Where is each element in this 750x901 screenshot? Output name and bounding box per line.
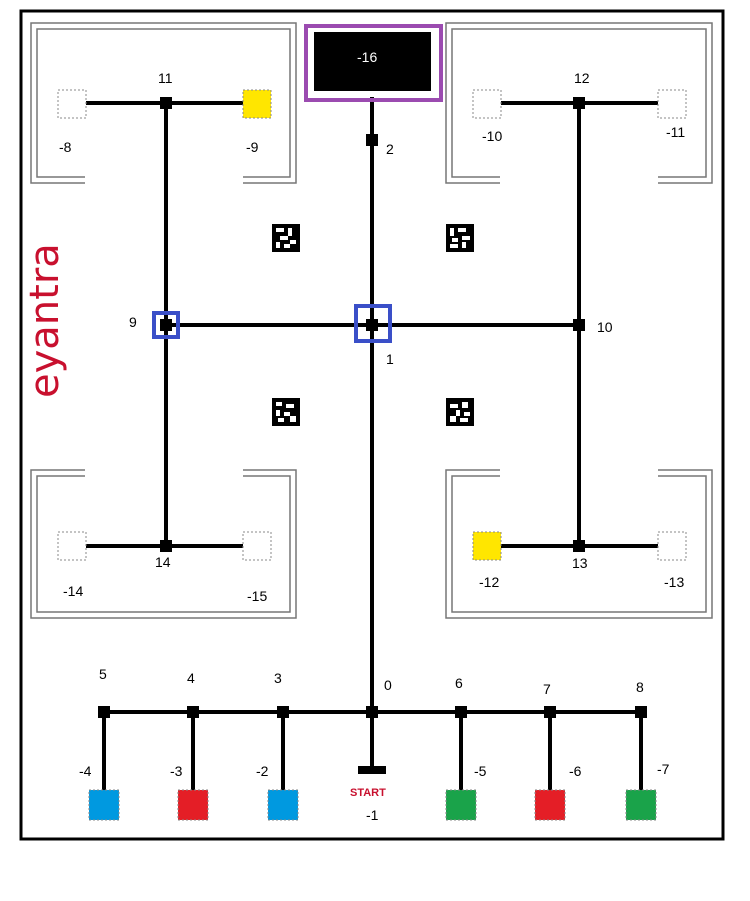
node-10 bbox=[573, 319, 585, 331]
node-14 bbox=[160, 540, 172, 552]
node-label-6: 6 bbox=[455, 675, 463, 691]
cell--14 bbox=[57, 531, 87, 561]
cell-label--9: -9 bbox=[246, 139, 259, 155]
node-label-14: 14 bbox=[155, 554, 171, 570]
cell--4 bbox=[88, 789, 120, 821]
aruco-marker bbox=[446, 398, 474, 426]
target-highlight bbox=[304, 24, 443, 102]
aruco-marker bbox=[446, 224, 474, 252]
cell--5 bbox=[445, 789, 477, 821]
cell-label--15: -15 bbox=[247, 588, 267, 604]
node-label-13: 13 bbox=[572, 555, 588, 571]
node-9-highlight bbox=[152, 311, 180, 339]
cells bbox=[57, 89, 687, 821]
cell-label--2: -2 bbox=[256, 763, 269, 779]
node-2 bbox=[366, 134, 378, 146]
cell-labels: -1 -2 -3 -4 -5 -6 -7 -8 -9 -10 -11 -12 -… bbox=[59, 49, 685, 823]
cell--8 bbox=[57, 89, 87, 119]
aruco-marker bbox=[272, 224, 300, 252]
zone-outlines bbox=[30, 22, 713, 619]
node-8 bbox=[635, 706, 647, 718]
cell--12 bbox=[472, 531, 502, 561]
start-label: START bbox=[350, 787, 386, 799]
cell--11 bbox=[657, 89, 687, 119]
node-13 bbox=[573, 540, 585, 552]
node-4 bbox=[187, 706, 199, 718]
node-label-8: 8 bbox=[636, 679, 644, 695]
node-label-10: 10 bbox=[597, 319, 613, 335]
cell--9 bbox=[242, 89, 272, 119]
aruco-marker bbox=[272, 398, 300, 426]
node-1 bbox=[366, 319, 378, 331]
node-label-9: 9 bbox=[129, 314, 137, 330]
node-labels: 0 1 2 3 4 5 6 7 8 9 10 11 12 13 14 bbox=[99, 70, 644, 697]
zone-bottom-left bbox=[30, 469, 297, 619]
cell-label--7: -7 bbox=[657, 761, 670, 777]
node-label-1: 1 bbox=[386, 351, 394, 367]
node-label-4: 4 bbox=[187, 670, 195, 686]
cell-label--5: -5 bbox=[474, 763, 487, 779]
node-label-12: 12 bbox=[574, 70, 590, 86]
node-label-7: 7 bbox=[543, 681, 551, 697]
aruco-markers bbox=[272, 224, 474, 426]
cell--7 bbox=[625, 789, 657, 821]
node-label-3: 3 bbox=[274, 670, 282, 686]
node-label-2: 2 bbox=[386, 141, 394, 157]
cell-label--11: -11 bbox=[666, 124, 685, 140]
cell--15 bbox=[242, 531, 272, 561]
zone-bottom-right bbox=[445, 469, 713, 619]
cell-label--14: -14 bbox=[63, 583, 83, 599]
zone-top-right bbox=[445, 22, 713, 184]
cell-label--4: -4 bbox=[79, 763, 92, 779]
cell--13 bbox=[657, 531, 687, 561]
cell--2 bbox=[267, 789, 299, 821]
node-6 bbox=[455, 706, 467, 718]
cell--10 bbox=[472, 89, 502, 119]
node-12 bbox=[573, 97, 585, 109]
cell-label--8: -8 bbox=[59, 139, 72, 155]
cell-label--1: -1 bbox=[366, 807, 379, 823]
node-5 bbox=[98, 706, 110, 718]
node-label-0: 0 bbox=[384, 677, 392, 693]
node-label-11: 11 bbox=[158, 70, 173, 86]
eyantra-logo: eyantra bbox=[22, 243, 68, 398]
cell-label--12: -12 bbox=[479, 574, 499, 590]
node-markers bbox=[98, 97, 647, 718]
cell-label--10: -10 bbox=[482, 128, 502, 144]
cell-label--3: -3 bbox=[170, 763, 183, 779]
node-9 bbox=[160, 319, 172, 331]
start-bar bbox=[358, 766, 386, 774]
cell--16 bbox=[314, 32, 431, 91]
cell--3 bbox=[177, 789, 209, 821]
cell-label--16: -16 bbox=[357, 49, 377, 65]
node-label-5: 5 bbox=[99, 666, 107, 682]
zone-top-left bbox=[30, 22, 297, 184]
node-7 bbox=[544, 706, 556, 718]
node-3 bbox=[277, 706, 289, 718]
node-0 bbox=[366, 706, 378, 718]
node-1-highlight bbox=[354, 304, 392, 343]
cell-label--13: -13 bbox=[664, 574, 684, 590]
cell--6 bbox=[534, 789, 566, 821]
cell-label--6: -6 bbox=[569, 763, 582, 779]
node-11 bbox=[160, 97, 172, 109]
